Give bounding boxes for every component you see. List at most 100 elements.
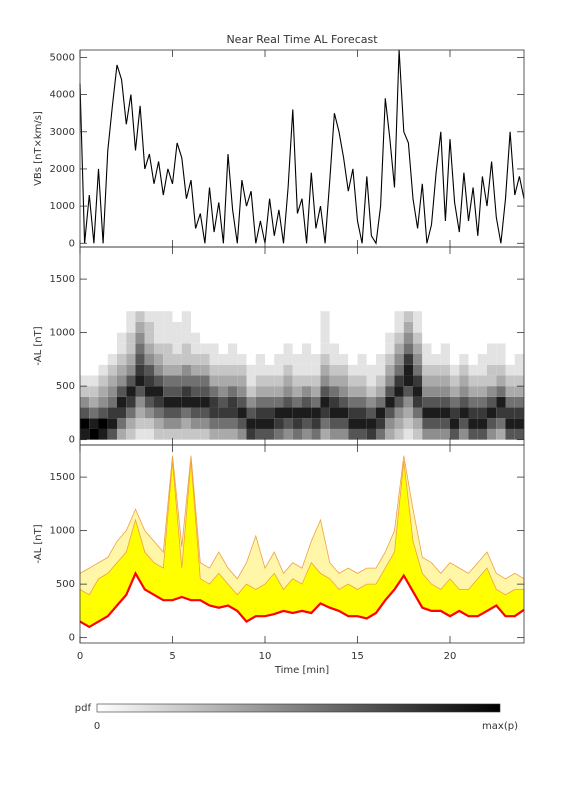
density-cell: [366, 375, 376, 387]
density-cell: [320, 407, 330, 419]
density-cell: [283, 375, 293, 387]
density-cell: [394, 428, 404, 440]
density-cell: [376, 386, 386, 397]
density-cell: [154, 407, 164, 419]
density-cell: [440, 396, 450, 408]
x-tick-label: 15: [351, 651, 364, 662]
density-cell: [348, 418, 358, 429]
density-cell: [505, 375, 515, 387]
density-cell: [154, 375, 164, 387]
density-cell: [89, 354, 99, 365]
density-cell: [487, 386, 497, 397]
density-cell: [385, 311, 395, 322]
density-cell: [385, 364, 395, 376]
density-cell: [385, 332, 395, 344]
density-cell: [320, 428, 330, 440]
density-cell: [311, 332, 321, 344]
density-cell: [283, 418, 293, 429]
density-cell: [440, 332, 450, 344]
density-cell: [246, 386, 256, 397]
density-cell: [394, 386, 404, 397]
density-cell: [459, 321, 469, 333]
density-cell: [505, 354, 515, 365]
y-tick-label: 1000: [50, 201, 75, 212]
density-cell: [98, 343, 108, 355]
density-cell: [107, 332, 117, 344]
density-cell: [394, 321, 404, 333]
density-cell: [514, 386, 524, 397]
density-cell: [283, 343, 293, 355]
density-cell: [89, 407, 99, 419]
density-cell: [477, 396, 487, 408]
density-cell: [450, 407, 460, 419]
density-cell: [126, 407, 136, 419]
density-cell: [274, 386, 284, 397]
density-cell: [422, 332, 432, 344]
x-tick-label: 5: [169, 651, 175, 662]
density-cell: [403, 418, 413, 429]
density-cell: [487, 311, 497, 322]
density-cell: [144, 418, 154, 429]
density-cell: [311, 343, 321, 355]
density-cell: [126, 418, 136, 429]
density-cell: [431, 396, 441, 408]
density-cell: [237, 343, 247, 355]
density-cell: [292, 354, 302, 365]
density-cell: [302, 332, 312, 344]
density-cell: [505, 396, 515, 408]
y-tick-label: 0: [69, 435, 75, 446]
density-cell: [274, 428, 284, 440]
density-cell: [172, 396, 182, 408]
density-cell: [403, 321, 413, 333]
density-cell: [107, 375, 117, 387]
density-cell: [514, 364, 524, 376]
density-cell: [468, 407, 478, 419]
density-cell: [218, 354, 228, 365]
density-cell: [265, 428, 275, 440]
density-cell: [181, 354, 191, 365]
density-cell: [348, 386, 358, 397]
density-cell: [477, 418, 487, 429]
density-cell: [487, 332, 497, 344]
density-cell: [459, 343, 469, 355]
x-axis-label: Time [min]: [274, 665, 329, 676]
density-cell: [348, 428, 358, 440]
density-cell: [394, 311, 404, 322]
density-cell: [80, 396, 90, 408]
density-cell: [366, 343, 376, 355]
density-cell: [339, 354, 349, 365]
density-cell: [385, 321, 395, 333]
density-cell: [477, 407, 487, 419]
density-cell: [422, 343, 432, 355]
density-cell: [154, 311, 164, 322]
density-cell: [394, 375, 404, 387]
density-cell: [468, 332, 478, 344]
density-cell: [413, 343, 423, 355]
density-cell: [89, 375, 99, 387]
density-cell: [339, 375, 349, 387]
density-cell: [357, 354, 367, 365]
density-cell: [487, 375, 497, 387]
density-cell: [274, 396, 284, 408]
density-cell: [163, 343, 173, 355]
density-cell: [366, 364, 376, 376]
density-cell: [440, 343, 450, 355]
density-cell: [431, 321, 441, 333]
density-cell: [339, 418, 349, 429]
density-cell: [413, 311, 423, 322]
density-cell: [339, 311, 349, 322]
density-cell: [366, 311, 376, 322]
x-tick-label: 0: [77, 651, 83, 662]
density-cell: [209, 428, 219, 440]
density-cell: [80, 418, 90, 429]
density-cell: [440, 311, 450, 322]
density-cell: [505, 332, 515, 344]
density-cell: [459, 332, 469, 344]
density-cell: [107, 418, 117, 429]
density-cell: [98, 418, 108, 429]
band-edge: [79, 455, 525, 580]
density-cell: [228, 343, 238, 355]
density-cell: [468, 428, 478, 440]
density-cell: [385, 354, 395, 365]
density-cell: [117, 311, 127, 322]
